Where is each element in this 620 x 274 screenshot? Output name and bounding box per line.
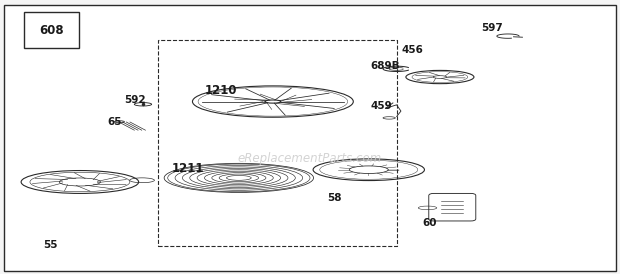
FancyBboxPatch shape <box>429 193 476 221</box>
Text: 1210: 1210 <box>205 84 237 97</box>
Text: 592: 592 <box>125 95 146 105</box>
Text: 689B: 689B <box>371 61 401 71</box>
Text: 608: 608 <box>39 24 64 36</box>
Bar <box>24 12 79 48</box>
Text: 597: 597 <box>480 23 502 33</box>
Bar <box>159 40 397 246</box>
Text: 1211: 1211 <box>172 162 205 175</box>
Text: 65: 65 <box>108 117 122 127</box>
Text: 58: 58 <box>327 193 341 203</box>
Text: eReplacementParts.com: eReplacementParts.com <box>238 152 382 165</box>
Text: 456: 456 <box>402 45 423 55</box>
Text: 60: 60 <box>423 218 437 228</box>
Text: 459: 459 <box>371 101 392 111</box>
Text: 55: 55 <box>43 240 57 250</box>
